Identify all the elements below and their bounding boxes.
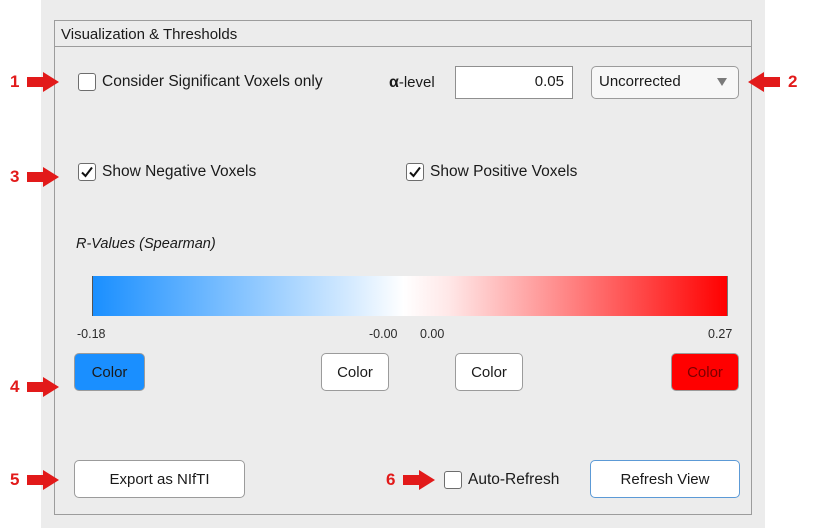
marker-number: 6 xyxy=(386,470,396,489)
alpha-level-label: α-level xyxy=(389,74,435,91)
chevron-down-icon xyxy=(717,78,727,86)
positive-zero-color-button[interactable]: Color xyxy=(455,353,523,391)
colormap-title: R-Values (Spearman) xyxy=(76,236,216,252)
negative-min-color-button[interactable]: Color xyxy=(74,353,145,391)
checkmark-icon xyxy=(81,166,93,178)
marker-number: 2 xyxy=(788,72,798,91)
colorbar xyxy=(92,276,728,316)
show-positive-voxels-label: Show Positive Voxels xyxy=(430,163,578,180)
arrow-right-icon xyxy=(403,470,439,490)
positive-max-color-button[interactable]: Color xyxy=(671,353,739,391)
marker-number: 3 xyxy=(10,167,20,186)
colorbar-tick-pos-zero: 0.00 xyxy=(420,327,445,341)
arrow-left-icon xyxy=(744,72,780,92)
show-positive-voxels-checkbox[interactable] xyxy=(406,163,424,181)
significant-voxels-label: Consider Significant Voxels only xyxy=(102,73,323,90)
marker-number: 5 xyxy=(10,470,20,489)
checkmark-icon xyxy=(409,166,421,178)
colorbar-tick-min: -0.18 xyxy=(77,327,106,341)
annotation-marker-2: 2 xyxy=(744,72,797,92)
show-negative-voxels-label: Show Negative Voxels xyxy=(102,163,257,180)
panel-title: Visualization & Thresholds xyxy=(54,20,752,47)
show-negative-voxels-checkbox[interactable] xyxy=(78,163,96,181)
colorbar-tick-max: 0.27 xyxy=(708,327,733,341)
annotation-marker-4: 4 xyxy=(10,377,63,397)
alpha-level-input[interactable]: 0.05 xyxy=(455,66,573,99)
annotation-marker-1: 1 xyxy=(10,72,63,92)
annotation-marker-3: 3 xyxy=(10,167,63,187)
arrow-right-icon xyxy=(27,470,63,490)
annotation-marker-5: 5 xyxy=(10,470,63,490)
marker-number: 1 xyxy=(10,72,20,91)
marker-number: 4 xyxy=(10,377,20,396)
negative-zero-color-button[interactable]: Color xyxy=(321,353,389,391)
colorbar-tick-neg-zero: -0.00 xyxy=(369,327,398,341)
arrow-right-icon xyxy=(27,167,63,187)
auto-refresh-checkbox[interactable] xyxy=(444,471,462,489)
arrow-right-icon xyxy=(27,377,63,397)
visualization-panel xyxy=(54,20,752,515)
annotation-marker-6: 6 xyxy=(386,470,439,490)
correction-dropdown[interactable]: Uncorrected xyxy=(591,66,739,99)
refresh-view-button[interactable]: Refresh View xyxy=(590,460,740,498)
significant-voxels-checkbox[interactable] xyxy=(78,73,96,91)
arrow-right-icon xyxy=(27,72,63,92)
auto-refresh-label: Auto-Refresh xyxy=(468,471,560,488)
export-nifti-button[interactable]: Export as NIfTI xyxy=(74,460,245,498)
correction-selected-value: Uncorrected xyxy=(599,73,681,90)
